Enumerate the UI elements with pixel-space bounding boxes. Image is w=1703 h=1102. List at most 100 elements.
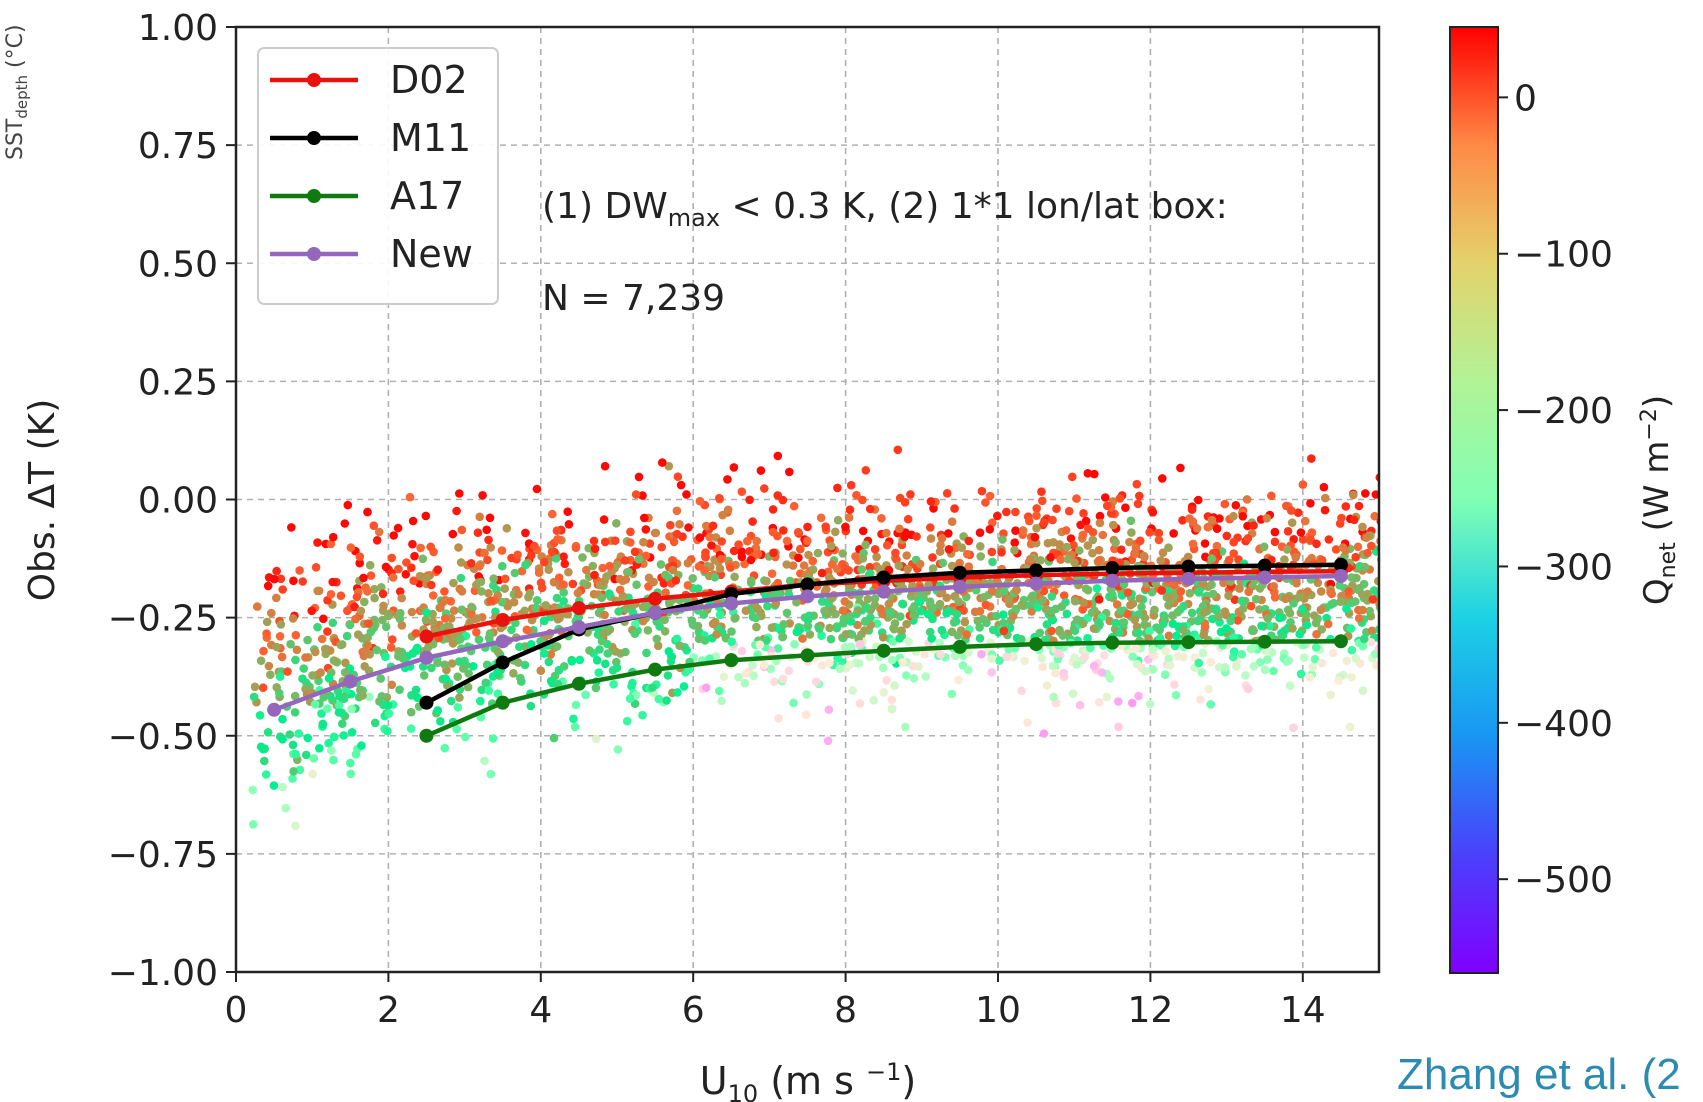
scatter-point xyxy=(1196,695,1205,704)
scatter-point xyxy=(288,774,297,783)
scatter-point xyxy=(1380,514,1389,523)
scatter-point xyxy=(419,671,429,680)
scatter-point xyxy=(838,549,847,558)
scatter-point xyxy=(683,581,693,590)
scatter-point xyxy=(395,685,404,695)
scatter-point xyxy=(987,668,996,677)
scatter-point xyxy=(350,602,359,612)
scatter-point xyxy=(1244,684,1253,694)
scatter-point xyxy=(638,616,648,626)
scatter-point xyxy=(824,573,834,582)
scatter-point xyxy=(963,549,972,559)
scatter-point xyxy=(628,678,637,688)
scatter-point xyxy=(1334,676,1343,685)
scatter-point xyxy=(454,543,463,552)
scatter-point xyxy=(1134,628,1143,638)
series-marker-d02 xyxy=(648,591,663,606)
scatter-point xyxy=(1244,587,1253,597)
scatter-point xyxy=(1308,662,1318,672)
scatter-point xyxy=(725,526,735,536)
scatter-point xyxy=(1038,595,1048,605)
scatter-point xyxy=(937,534,947,543)
scatter-point xyxy=(589,536,599,546)
scatter-point xyxy=(549,733,559,743)
scatter-point xyxy=(862,603,871,612)
scatter-point xyxy=(255,711,265,720)
scatter-point xyxy=(851,552,860,561)
scatter-point xyxy=(480,548,489,558)
scatter-point xyxy=(869,696,879,705)
scatter-point xyxy=(1370,511,1379,521)
series-marker-new xyxy=(267,702,282,717)
series-marker-new xyxy=(876,584,891,599)
scatter-point xyxy=(865,504,875,514)
scatter-point xyxy=(440,614,450,623)
scatter-point xyxy=(799,561,809,570)
scatter-point xyxy=(717,554,726,564)
scatter-point xyxy=(539,557,549,567)
scatter-point xyxy=(516,673,525,683)
scatter-point xyxy=(527,551,536,560)
scatter-point xyxy=(266,670,275,679)
scatter-point xyxy=(1025,516,1034,526)
scatter-point xyxy=(778,632,788,642)
scatter-point xyxy=(831,609,840,619)
scatter-point xyxy=(453,672,463,681)
scatter-point xyxy=(1081,584,1091,593)
scatter-point xyxy=(1102,692,1111,702)
scatter-point xyxy=(1316,605,1326,615)
scatter-point xyxy=(773,644,783,653)
scatter-point xyxy=(987,654,996,663)
citation-text: Zhang et al. (2 xyxy=(1397,1050,1681,1099)
scatter-point xyxy=(944,545,954,554)
scatter-point xyxy=(1004,594,1014,604)
scatter-point xyxy=(622,716,632,726)
scatter-point xyxy=(259,646,268,656)
scatter-point xyxy=(1090,469,1099,479)
scatter-point xyxy=(825,623,834,633)
scatter-point xyxy=(936,650,945,659)
scatter-point xyxy=(976,542,985,551)
scatter-point xyxy=(1194,587,1203,596)
scatter-point xyxy=(1095,518,1105,528)
scatter-point xyxy=(366,571,376,580)
scatter-point xyxy=(1229,647,1239,656)
scatter-point xyxy=(1230,595,1240,604)
series-marker-m11 xyxy=(1333,557,1348,572)
scatter-point xyxy=(1114,722,1123,732)
series-marker-a17 xyxy=(1257,634,1272,649)
scatter-point xyxy=(372,536,382,545)
scatter-point xyxy=(935,547,945,556)
scatter-point xyxy=(1027,607,1036,616)
scatter-point xyxy=(1257,621,1266,631)
x-axis-ticks: 0 2 4 6 8 10 12 14 xyxy=(225,972,1326,1031)
scatter-point xyxy=(695,496,705,506)
scatter-point xyxy=(887,655,897,665)
scatter-point xyxy=(567,657,577,666)
scatter-point xyxy=(727,627,736,636)
scatter-point xyxy=(895,524,904,534)
scatter-point xyxy=(1043,538,1053,548)
scatter-point xyxy=(461,732,470,742)
scatter-point xyxy=(730,614,739,623)
scatter-point xyxy=(1328,648,1338,658)
scatter-point xyxy=(825,658,834,668)
scatter-point xyxy=(844,513,854,522)
scatter-point xyxy=(507,625,516,635)
scatter-point xyxy=(1119,618,1129,627)
scatter-point xyxy=(272,642,282,652)
scatter-point xyxy=(944,606,953,616)
scatter-point xyxy=(1137,602,1146,612)
scatter-point xyxy=(408,516,418,526)
scatter-point xyxy=(673,472,683,482)
scatter-point xyxy=(1319,482,1329,492)
scatter-point xyxy=(1358,686,1368,695)
scatter-point xyxy=(767,623,777,632)
scatter-point xyxy=(511,618,520,628)
scatter-point xyxy=(734,672,743,682)
scatter-point xyxy=(951,543,961,553)
scatter-point xyxy=(1382,614,1391,623)
scatter-point xyxy=(272,593,281,603)
scatter-point xyxy=(328,577,338,587)
scatter-point xyxy=(287,523,296,532)
